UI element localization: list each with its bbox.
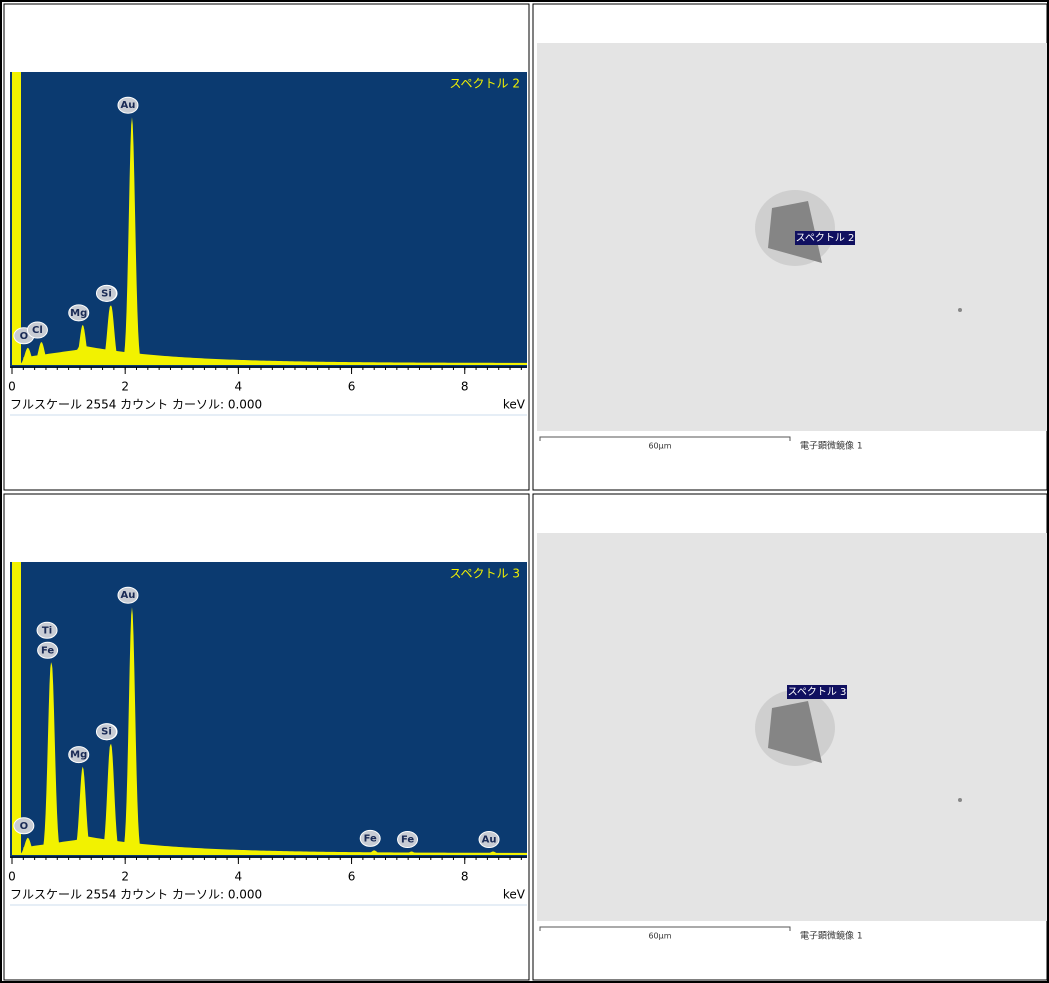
x-unit: keV bbox=[503, 888, 526, 902]
x-tick-label: 6 bbox=[348, 380, 356, 394]
peak-label-bg bbox=[478, 831, 500, 849]
peak-label-bg bbox=[359, 829, 381, 847]
spectrum-title: スペクトル 3 bbox=[449, 567, 520, 581]
cell bbox=[3, 3, 530, 491]
spectrum-background bbox=[10, 562, 527, 858]
scale-label: 60μm bbox=[648, 442, 671, 451]
peak-label-bg bbox=[26, 321, 48, 339]
peak bbox=[38, 662, 64, 855]
peak-label-bg bbox=[68, 746, 90, 764]
sem-label-bg bbox=[795, 231, 855, 245]
image-caption: 電子顕微鏡像 1 bbox=[800, 930, 863, 942]
cell bbox=[3, 493, 530, 981]
peak-label: Au bbox=[121, 100, 136, 111]
peak-label-bg bbox=[95, 723, 117, 741]
peak-label-bg bbox=[37, 641, 59, 659]
peak-label: Mg bbox=[70, 750, 87, 761]
peak-label: Si bbox=[101, 727, 112, 738]
peak bbox=[70, 766, 96, 855]
image-caption: 電子顕微鏡像 1 bbox=[800, 440, 863, 452]
x-unit: keV bbox=[503, 398, 526, 412]
peak bbox=[399, 851, 424, 855]
x-tick-label: 6 bbox=[348, 870, 356, 884]
sem-label-bg bbox=[787, 685, 847, 699]
peak-label-bg bbox=[397, 831, 419, 849]
peak-label: Fe bbox=[41, 645, 54, 656]
x-tick-label: 0 bbox=[8, 870, 16, 884]
peak bbox=[70, 324, 96, 365]
spectrum-caption: フルスケール 2554 カウント カーソル: 0.000 bbox=[10, 398, 262, 412]
peak-label: O bbox=[20, 331, 29, 342]
peak-label: Fe bbox=[401, 835, 414, 846]
peak-label-bg bbox=[95, 284, 117, 302]
peak-label: Au bbox=[121, 590, 136, 601]
peak bbox=[119, 117, 145, 365]
peak-label: Cl bbox=[32, 325, 43, 336]
peak bbox=[15, 837, 41, 855]
peak-label: Au bbox=[482, 835, 497, 846]
peak-label: Ti bbox=[42, 625, 52, 636]
zero-peak bbox=[12, 562, 21, 855]
x-tick-label: 2 bbox=[121, 380, 129, 394]
peak bbox=[98, 743, 123, 855]
continuum bbox=[23, 835, 527, 855]
peak-label: O bbox=[20, 821, 29, 832]
spectrum-caption: フルスケール 2554 カウント カーソル: 0.000 bbox=[10, 888, 262, 902]
peak-label-bg bbox=[117, 96, 139, 114]
x-tick-label: 2 bbox=[121, 870, 129, 884]
peak-label-bg bbox=[117, 586, 139, 604]
scale-bar bbox=[539, 436, 791, 441]
peak-label: Fe bbox=[364, 833, 377, 844]
peak bbox=[480, 851, 506, 855]
x-tick-label: 4 bbox=[235, 380, 243, 394]
peak bbox=[361, 850, 387, 855]
peak bbox=[119, 607, 145, 855]
x-tick-label: 8 bbox=[461, 380, 469, 394]
x-tick-label: 0 bbox=[8, 380, 16, 394]
peak-label-bg bbox=[36, 621, 58, 639]
spectrum-title: スペクトル 2 bbox=[449, 77, 520, 91]
x-tick-label: 4 bbox=[235, 870, 243, 884]
sem-label: スペクトル 3 bbox=[788, 686, 847, 698]
sem-grain bbox=[768, 701, 822, 763]
zero-peak bbox=[12, 72, 21, 365]
peak bbox=[28, 342, 54, 365]
sem-label: スペクトル 2 bbox=[796, 232, 855, 244]
peak-label-bg bbox=[68, 304, 90, 322]
peak bbox=[98, 305, 123, 365]
peak-label: Mg bbox=[70, 308, 87, 319]
continuum bbox=[23, 345, 527, 365]
sem-dot bbox=[958, 308, 962, 312]
peak-label-bg bbox=[13, 817, 35, 835]
scale-label: 60μm bbox=[648, 932, 671, 941]
peak-label: Si bbox=[101, 288, 112, 299]
sem-dot bbox=[958, 798, 962, 802]
scale-bar bbox=[539, 926, 791, 931]
peak bbox=[15, 347, 41, 365]
spectrum-background bbox=[10, 72, 527, 368]
x-tick-label: 8 bbox=[461, 870, 469, 884]
